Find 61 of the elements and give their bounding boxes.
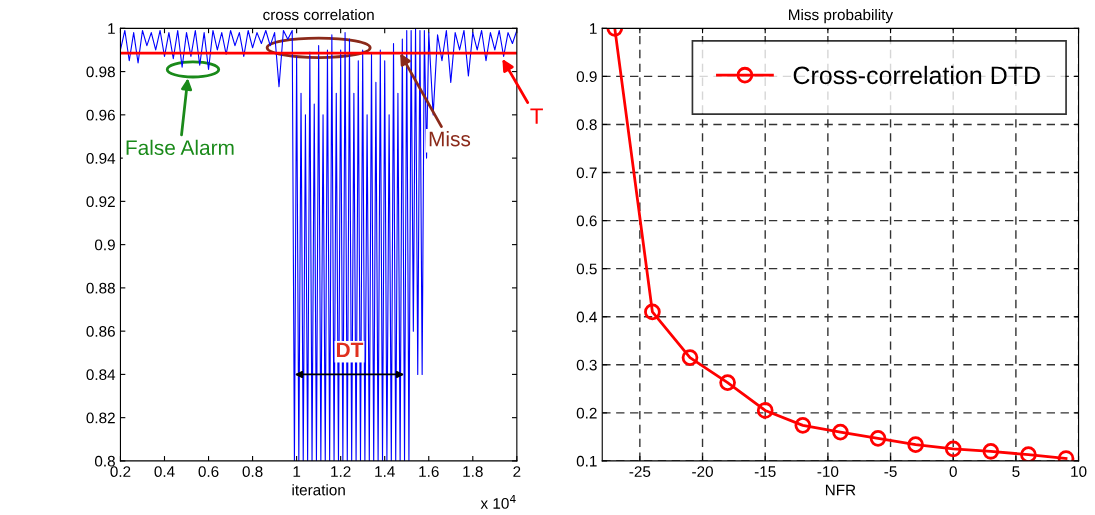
x-tick-label: -25 [629,466,651,478]
y-tick-label: 0.8 [94,455,115,467]
y-tick-label: 0.6 [576,215,597,227]
x-tick-label: 10 [1071,466,1087,478]
point [719,374,736,391]
y-tick-label: 0.86 [86,326,115,337]
y-tick-label: 0.84 [86,369,116,381]
x-tick-label: 0 [949,466,957,478]
annotation: DT [336,342,364,358]
y-tick-label: 0.8 [576,119,597,131]
y-tick-label: 1 [108,23,115,34]
x-tick-label: -5 [884,466,897,478]
point [681,349,699,366]
point [794,417,812,434]
ref-line-label: T [530,108,543,124]
y-tick-label: 0.7 [576,167,597,179]
x-tick-label: 0.8 [242,466,263,478]
x-tick-label: 0.6 [198,466,219,478]
x-tick-label: 0.2 [110,466,131,478]
y-tick-label: 0.3 [576,359,597,371]
line-series [120,28,517,461]
y-tick-label: 0.9 [94,239,115,251]
point [944,440,962,458]
y-tick-label: 0.88 [86,282,115,294]
text: x 10$^{4}$ [480,495,516,509]
y-tick-label: 0.4 [576,311,597,323]
x-tick-label: -15 [754,466,776,478]
y-tick-label: 0.1 [576,455,597,467]
point [832,423,849,441]
y-tick-label: 0.98 [86,66,115,78]
annotation: False Alarm [126,139,234,156]
x-tick-label: 2 [513,466,521,477]
x-tick-label: 5 [1012,466,1020,478]
x-tick-label: 1.8 [463,466,483,478]
y-tick-label: 0.92 [86,196,115,208]
x-tick-label: 1.6 [419,466,439,478]
point [869,430,887,447]
x-tick-label: 1 [293,466,301,477]
y-tick-label: 0.5 [576,263,597,275]
point [756,402,774,419]
annotation: Miss [429,131,471,147]
x-tick-label: 1.2 [331,466,351,477]
point [982,442,1000,460]
legend-label: Cross-correlation DTD [793,65,1040,85]
chart-title: cross correlation [263,8,374,21]
x-axis-title: NFR [825,484,856,496]
y-tick-label: 0.94 [86,152,116,164]
x-axis-title: iteration [292,484,345,496]
y-tick-label: 0.96 [86,109,115,121]
y-tick-label: 0.9 [576,71,597,83]
x-tick-label: -10 [817,466,839,478]
point [907,436,924,453]
x-tick-label: -20 [692,466,713,478]
y-tick-label: 0.2 [576,407,597,419]
chart-title: Miss probability [789,8,894,24]
y-tick-label: 1 [590,23,597,34]
point [644,303,661,321]
y-tick-label: 0.82 [86,412,115,424]
x-tick-label: 0.4 [154,466,175,478]
x-tick-label: 1.4 [375,466,395,477]
point [1020,446,1037,461]
